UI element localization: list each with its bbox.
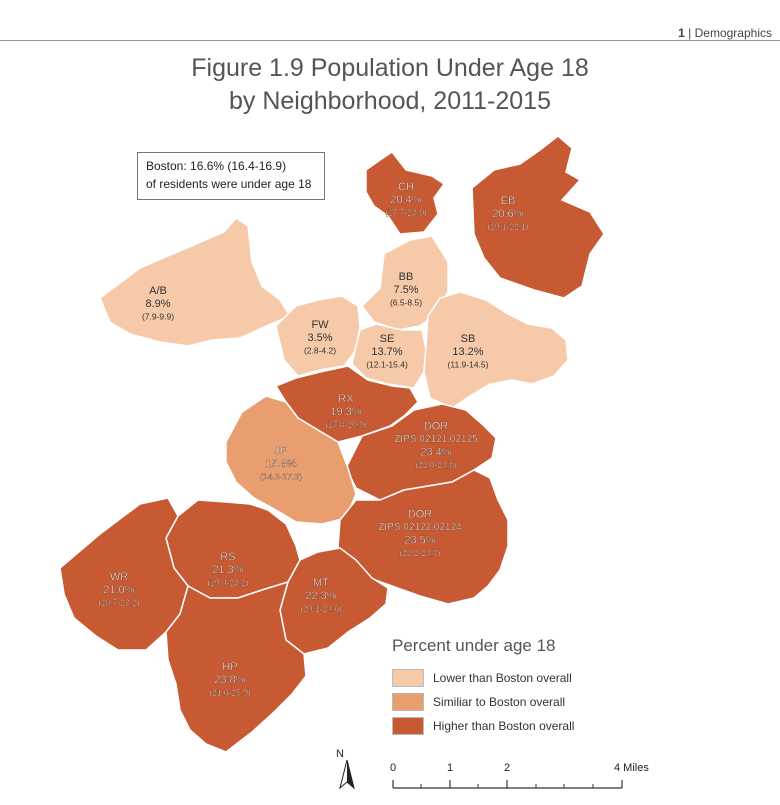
region-label-code: JP bbox=[275, 445, 288, 457]
region-label-code: RS bbox=[220, 551, 235, 563]
legend-item-lower: Lower than Boston overall bbox=[392, 666, 574, 690]
region-label-value: 3.5% bbox=[307, 332, 332, 344]
figure-title: Figure 1.9 Population Under Age 18 by Ne… bbox=[0, 52, 780, 118]
callout-line2: of residents were under age 18 bbox=[146, 177, 312, 191]
region-label-value: 19.3% bbox=[330, 406, 361, 418]
region-label-ci: (19.1-22.1) bbox=[487, 221, 529, 231]
region-label-code: SB bbox=[461, 333, 476, 345]
region-label-code: EB bbox=[501, 195, 516, 207]
region-label-code: A/B bbox=[149, 285, 167, 297]
region-label-ci: (14.3-17.3) bbox=[260, 471, 302, 481]
region-ab bbox=[99, 217, 292, 347]
region-label-value: 23.4% bbox=[420, 446, 451, 458]
page-number: 1 bbox=[678, 26, 685, 40]
region-label-code: RX bbox=[338, 393, 354, 405]
scale-tick-2: 2 bbox=[504, 762, 511, 774]
figure-title-line1: Figure 1.9 Population Under Age 18 bbox=[191, 54, 589, 82]
section-name: | Demographics bbox=[688, 26, 772, 40]
scale-tick-4: 4 Miles bbox=[614, 762, 649, 774]
region-dor-north bbox=[345, 403, 497, 501]
region-hp bbox=[165, 580, 307, 753]
region-label-ci: (18.7-23.2) bbox=[98, 597, 140, 607]
region-label-ci: (22.2-24.7) bbox=[399, 548, 441, 558]
region-label-ci: (11.9-14.5) bbox=[448, 359, 489, 369]
legend-label-higher: Higher than Boston overall bbox=[433, 719, 575, 733]
region-label-value: 21.3% bbox=[212, 564, 243, 576]
region-label-value: 13.2% bbox=[452, 346, 483, 358]
region-label-ci: (7.9-9.9) bbox=[142, 311, 174, 321]
region-label-ci: (21.6-25.9) bbox=[209, 687, 251, 697]
region-label-code: HP bbox=[222, 661, 237, 673]
scale-bar bbox=[392, 780, 623, 789]
page-header-text: 1 | Demographics bbox=[678, 26, 772, 40]
legend-title: Percent under age 18 bbox=[392, 636, 556, 655]
region-label-value: 20.6% bbox=[492, 208, 523, 220]
map-legend: Percent under age 18 Lower than Boston o… bbox=[392, 636, 574, 738]
region-label-value: 21.0% bbox=[103, 584, 134, 596]
legend-item-similar: Similiar to Boston overall bbox=[392, 690, 574, 714]
boston-summary-callout: Boston: 16.6% (16.4-16.9) of residents w… bbox=[137, 152, 325, 200]
scale-tick-0: 0 bbox=[390, 762, 397, 774]
region-label-value: 7.5% bbox=[393, 284, 418, 296]
page-header: 1 | Demographics bbox=[0, 0, 780, 42]
region-label-ci: (19.4-23.2) bbox=[207, 577, 249, 587]
region-label-ci: (12.1-15.4) bbox=[366, 359, 408, 369]
region-label-code: BB bbox=[399, 271, 414, 283]
legend-label-lower: Lower than Boston overall bbox=[433, 671, 572, 685]
region-label-code: DOR bbox=[408, 508, 433, 520]
north-arrow-icon bbox=[339, 759, 355, 790]
region-label-code: MT bbox=[313, 577, 329, 589]
region-label-code: DOR bbox=[424, 420, 449, 432]
region-label-zips: ZIPS 02122,02124 bbox=[378, 522, 462, 533]
region-sb bbox=[423, 291, 569, 409]
region-label-ci: (22.0-24.8) bbox=[415, 460, 457, 470]
legend-item-higher: Higher than Boston overall bbox=[392, 714, 574, 738]
region-label-ci: (2.8-4.2) bbox=[304, 345, 336, 355]
legend-label-similar: Similiar to Boston overall bbox=[433, 695, 566, 709]
north-label: N bbox=[336, 748, 344, 760]
region-ch bbox=[365, 150, 446, 235]
callout-line1: Boston: 16.6% (16.4-16.9) bbox=[146, 159, 287, 173]
legend-swatch-similar bbox=[392, 693, 424, 711]
legend-swatch-lower bbox=[392, 669, 424, 687]
region-label-value: 23.8% bbox=[214, 674, 245, 686]
region-label-value: 22.3% bbox=[305, 590, 336, 602]
map-regions bbox=[59, 135, 605, 753]
legend-swatch-higher bbox=[392, 717, 424, 735]
region-label-zips: ZIPS 02121,02125 bbox=[394, 434, 478, 445]
region-label-code: WR bbox=[110, 571, 128, 583]
region-label-ci: (6.5-8.5) bbox=[390, 297, 422, 307]
region-label-value: 13.7% bbox=[371, 346, 402, 358]
header-rule bbox=[0, 40, 780, 41]
region-label-code: CH bbox=[398, 181, 414, 193]
region-label-code: FW bbox=[311, 319, 329, 331]
region-eb bbox=[471, 135, 605, 299]
region-label-ci: (17.7-23.0) bbox=[385, 207, 427, 217]
region-label-ci: (20.1-24.6) bbox=[300, 603, 342, 613]
region-se bbox=[351, 323, 427, 389]
region-label-value: 15.8% bbox=[265, 458, 296, 470]
region-label-value: 20.4% bbox=[390, 194, 421, 206]
region-mt bbox=[279, 547, 389, 655]
region-jp bbox=[225, 395, 357, 525]
region-label-ci: (17.8-20.9) bbox=[325, 419, 367, 429]
region-label-value: 8.9% bbox=[145, 298, 170, 310]
region-label-code: SE bbox=[380, 333, 395, 345]
figure-title-line2: by Neighborhood, 2011-2015 bbox=[228, 87, 551, 115]
scale-tick-1: 1 bbox=[447, 762, 454, 774]
region-label-value: 23.5% bbox=[404, 534, 435, 546]
